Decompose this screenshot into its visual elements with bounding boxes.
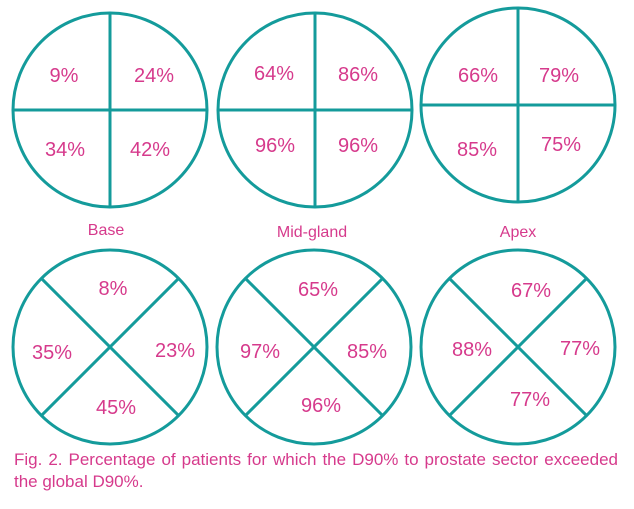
sector-circle <box>419 248 617 446</box>
value-bottom-right: 42% <box>130 139 170 161</box>
value-bottom-right: 75% <box>541 134 581 156</box>
diagonal-divider <box>244 277 384 417</box>
value-bottom: 96% <box>301 395 341 417</box>
value-bottom-left: 96% <box>255 135 295 157</box>
value-bottom-right: 96% <box>338 135 378 157</box>
value-right: 23% <box>155 340 195 362</box>
figure-caption: Fig. 2. Percentage of patients for which… <box>14 450 618 491</box>
diagram-diagonal-middle: 65% 97% 85% 96% <box>215 248 413 446</box>
value-bottom: 77% <box>510 389 550 411</box>
value-top: 8% <box>99 278 128 300</box>
section-label-mid-gland: Mid-gland <box>277 224 347 241</box>
value-top-right: 79% <box>539 65 579 87</box>
value-right: 85% <box>347 341 387 363</box>
diagonal-divider <box>40 277 180 417</box>
value-top-right: 86% <box>338 64 378 86</box>
value-right: 77% <box>560 338 600 360</box>
section-label-base: Base <box>88 222 125 239</box>
section-label-apex: Apex <box>500 224 536 241</box>
value-bottom-left: 85% <box>457 139 497 161</box>
value-top: 65% <box>298 279 338 301</box>
value-top: 67% <box>511 280 551 302</box>
value-top-left: 9% <box>50 65 79 87</box>
diagram-diagonal-right: 67% 88% 77% 77% <box>419 248 617 446</box>
value-left: 35% <box>32 342 72 364</box>
diagonal-divider <box>448 277 588 417</box>
diagram-apex: 66% 79% 85% 75% Apex <box>419 6 617 241</box>
sector-circle <box>215 248 413 446</box>
value-top-left: 66% <box>458 65 498 87</box>
value-top-left: 64% <box>254 63 294 85</box>
diagram-diagonal-left: 8% 35% 23% 45% <box>11 248 209 446</box>
value-top-right: 24% <box>134 65 174 87</box>
value-bottom: 45% <box>96 397 136 419</box>
diagram-base: 9% 24% 34% 42% Base <box>11 11 209 239</box>
value-left: 88% <box>452 339 492 361</box>
value-left: 97% <box>240 341 280 363</box>
diagram-mid-gland: 64% 86% 96% 96% Mid-gland <box>216 11 414 241</box>
value-bottom-left: 34% <box>45 139 85 161</box>
sector-circle <box>11 248 209 446</box>
